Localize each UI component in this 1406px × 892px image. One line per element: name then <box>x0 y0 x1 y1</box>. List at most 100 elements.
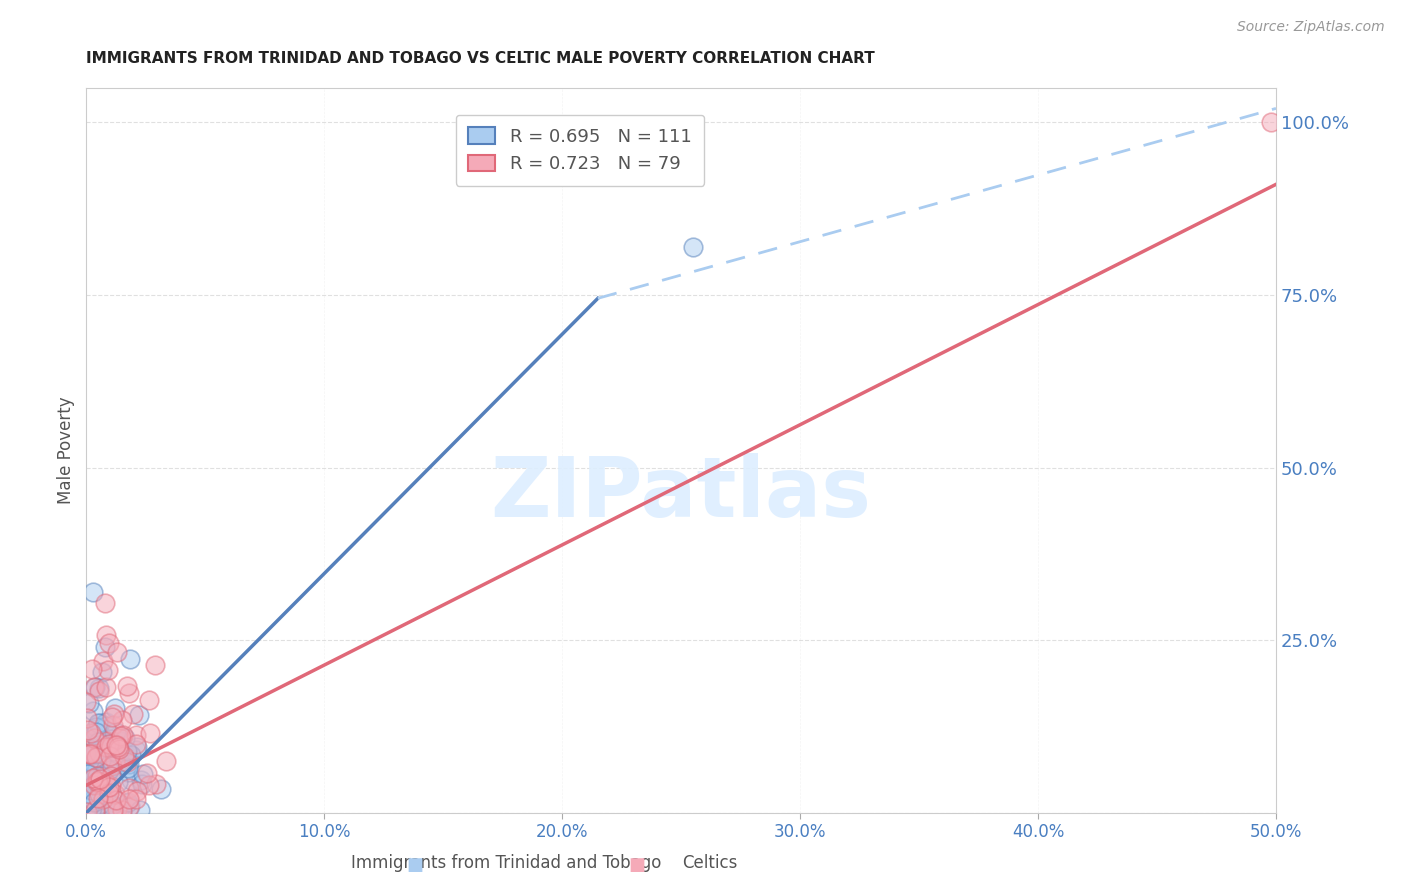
Point <box>87 774 110 789</box>
Point <box>80 726 103 740</box>
Point <box>90 785 112 799</box>
Point <box>90 753 112 767</box>
Point <box>77 799 100 814</box>
Point <box>97 784 120 798</box>
Point <box>101 759 124 773</box>
Point <box>118 781 141 796</box>
Text: Source: ZipAtlas.com: Source: ZipAtlas.com <box>1237 20 1385 34</box>
Point <box>93 596 115 610</box>
Point <box>108 803 131 817</box>
Point <box>80 661 103 675</box>
Point <box>117 757 139 772</box>
Point <box>107 775 129 789</box>
Point <box>100 769 122 783</box>
Point <box>117 765 139 780</box>
Point <box>80 801 103 815</box>
Point <box>108 731 131 746</box>
Point <box>115 756 138 770</box>
Point <box>93 760 115 774</box>
Point <box>145 777 167 791</box>
Point <box>84 764 107 778</box>
Point <box>104 792 127 806</box>
Point <box>89 733 111 747</box>
Point <box>84 793 107 807</box>
Point <box>118 791 141 805</box>
Point <box>77 767 100 781</box>
Point <box>98 737 121 751</box>
Point <box>89 681 111 695</box>
Point <box>89 772 111 787</box>
Point <box>83 775 105 789</box>
Point <box>128 708 150 723</box>
Point <box>83 760 105 774</box>
Y-axis label: Male Poverty: Male Poverty <box>58 396 75 504</box>
Point <box>1260 115 1282 129</box>
Point <box>79 804 101 818</box>
Point <box>90 768 112 782</box>
Point <box>79 747 101 761</box>
Point <box>150 782 173 797</box>
Point <box>97 663 120 677</box>
Point <box>138 693 160 707</box>
Point <box>76 805 98 819</box>
Point <box>120 747 142 762</box>
Point <box>83 747 105 761</box>
Point <box>93 732 115 747</box>
Point <box>120 772 142 787</box>
Point <box>132 767 155 781</box>
Point <box>131 776 153 790</box>
Point <box>120 799 142 814</box>
Point <box>87 790 110 805</box>
Point <box>84 783 107 797</box>
Point <box>84 725 107 739</box>
Point <box>101 717 124 731</box>
Point <box>112 746 135 760</box>
Point <box>86 733 108 747</box>
Point <box>105 763 128 777</box>
Point <box>86 774 108 789</box>
Point <box>75 747 97 761</box>
Point <box>101 803 124 817</box>
Point <box>118 686 141 700</box>
Point <box>98 786 121 800</box>
Point <box>87 684 110 698</box>
Point <box>77 747 100 762</box>
Point <box>110 733 132 747</box>
Point <box>96 719 118 733</box>
Point <box>80 787 103 801</box>
Point <box>77 771 100 785</box>
Point <box>86 784 108 798</box>
Point <box>91 654 114 668</box>
Point <box>104 738 127 752</box>
Point <box>90 780 112 795</box>
Point <box>77 754 100 768</box>
Point <box>84 782 107 797</box>
Point <box>83 680 105 694</box>
Point <box>135 766 157 780</box>
Point <box>143 657 166 672</box>
Point <box>101 766 124 780</box>
Point <box>124 743 146 757</box>
Point <box>76 723 98 737</box>
Point <box>105 802 128 816</box>
Point <box>98 759 121 773</box>
Point <box>125 784 148 798</box>
Text: IMMIGRANTS FROM TRINIDAD AND TOBAGO VS CELTIC MALE POVERTY CORRELATION CHART: IMMIGRANTS FROM TRINIDAD AND TOBAGO VS C… <box>86 51 875 66</box>
Point <box>108 741 131 756</box>
Point <box>86 787 108 801</box>
Point <box>91 665 114 680</box>
Point <box>89 797 111 811</box>
Point <box>94 628 117 642</box>
Point <box>100 739 122 753</box>
Point <box>82 756 104 771</box>
Point <box>94 768 117 782</box>
Point <box>101 797 124 812</box>
Point <box>89 797 111 812</box>
Point <box>77 748 100 763</box>
Point <box>76 711 98 725</box>
Point <box>98 758 121 772</box>
Point <box>83 795 105 809</box>
Point <box>107 739 129 754</box>
Point <box>112 728 135 742</box>
Point <box>83 747 105 761</box>
